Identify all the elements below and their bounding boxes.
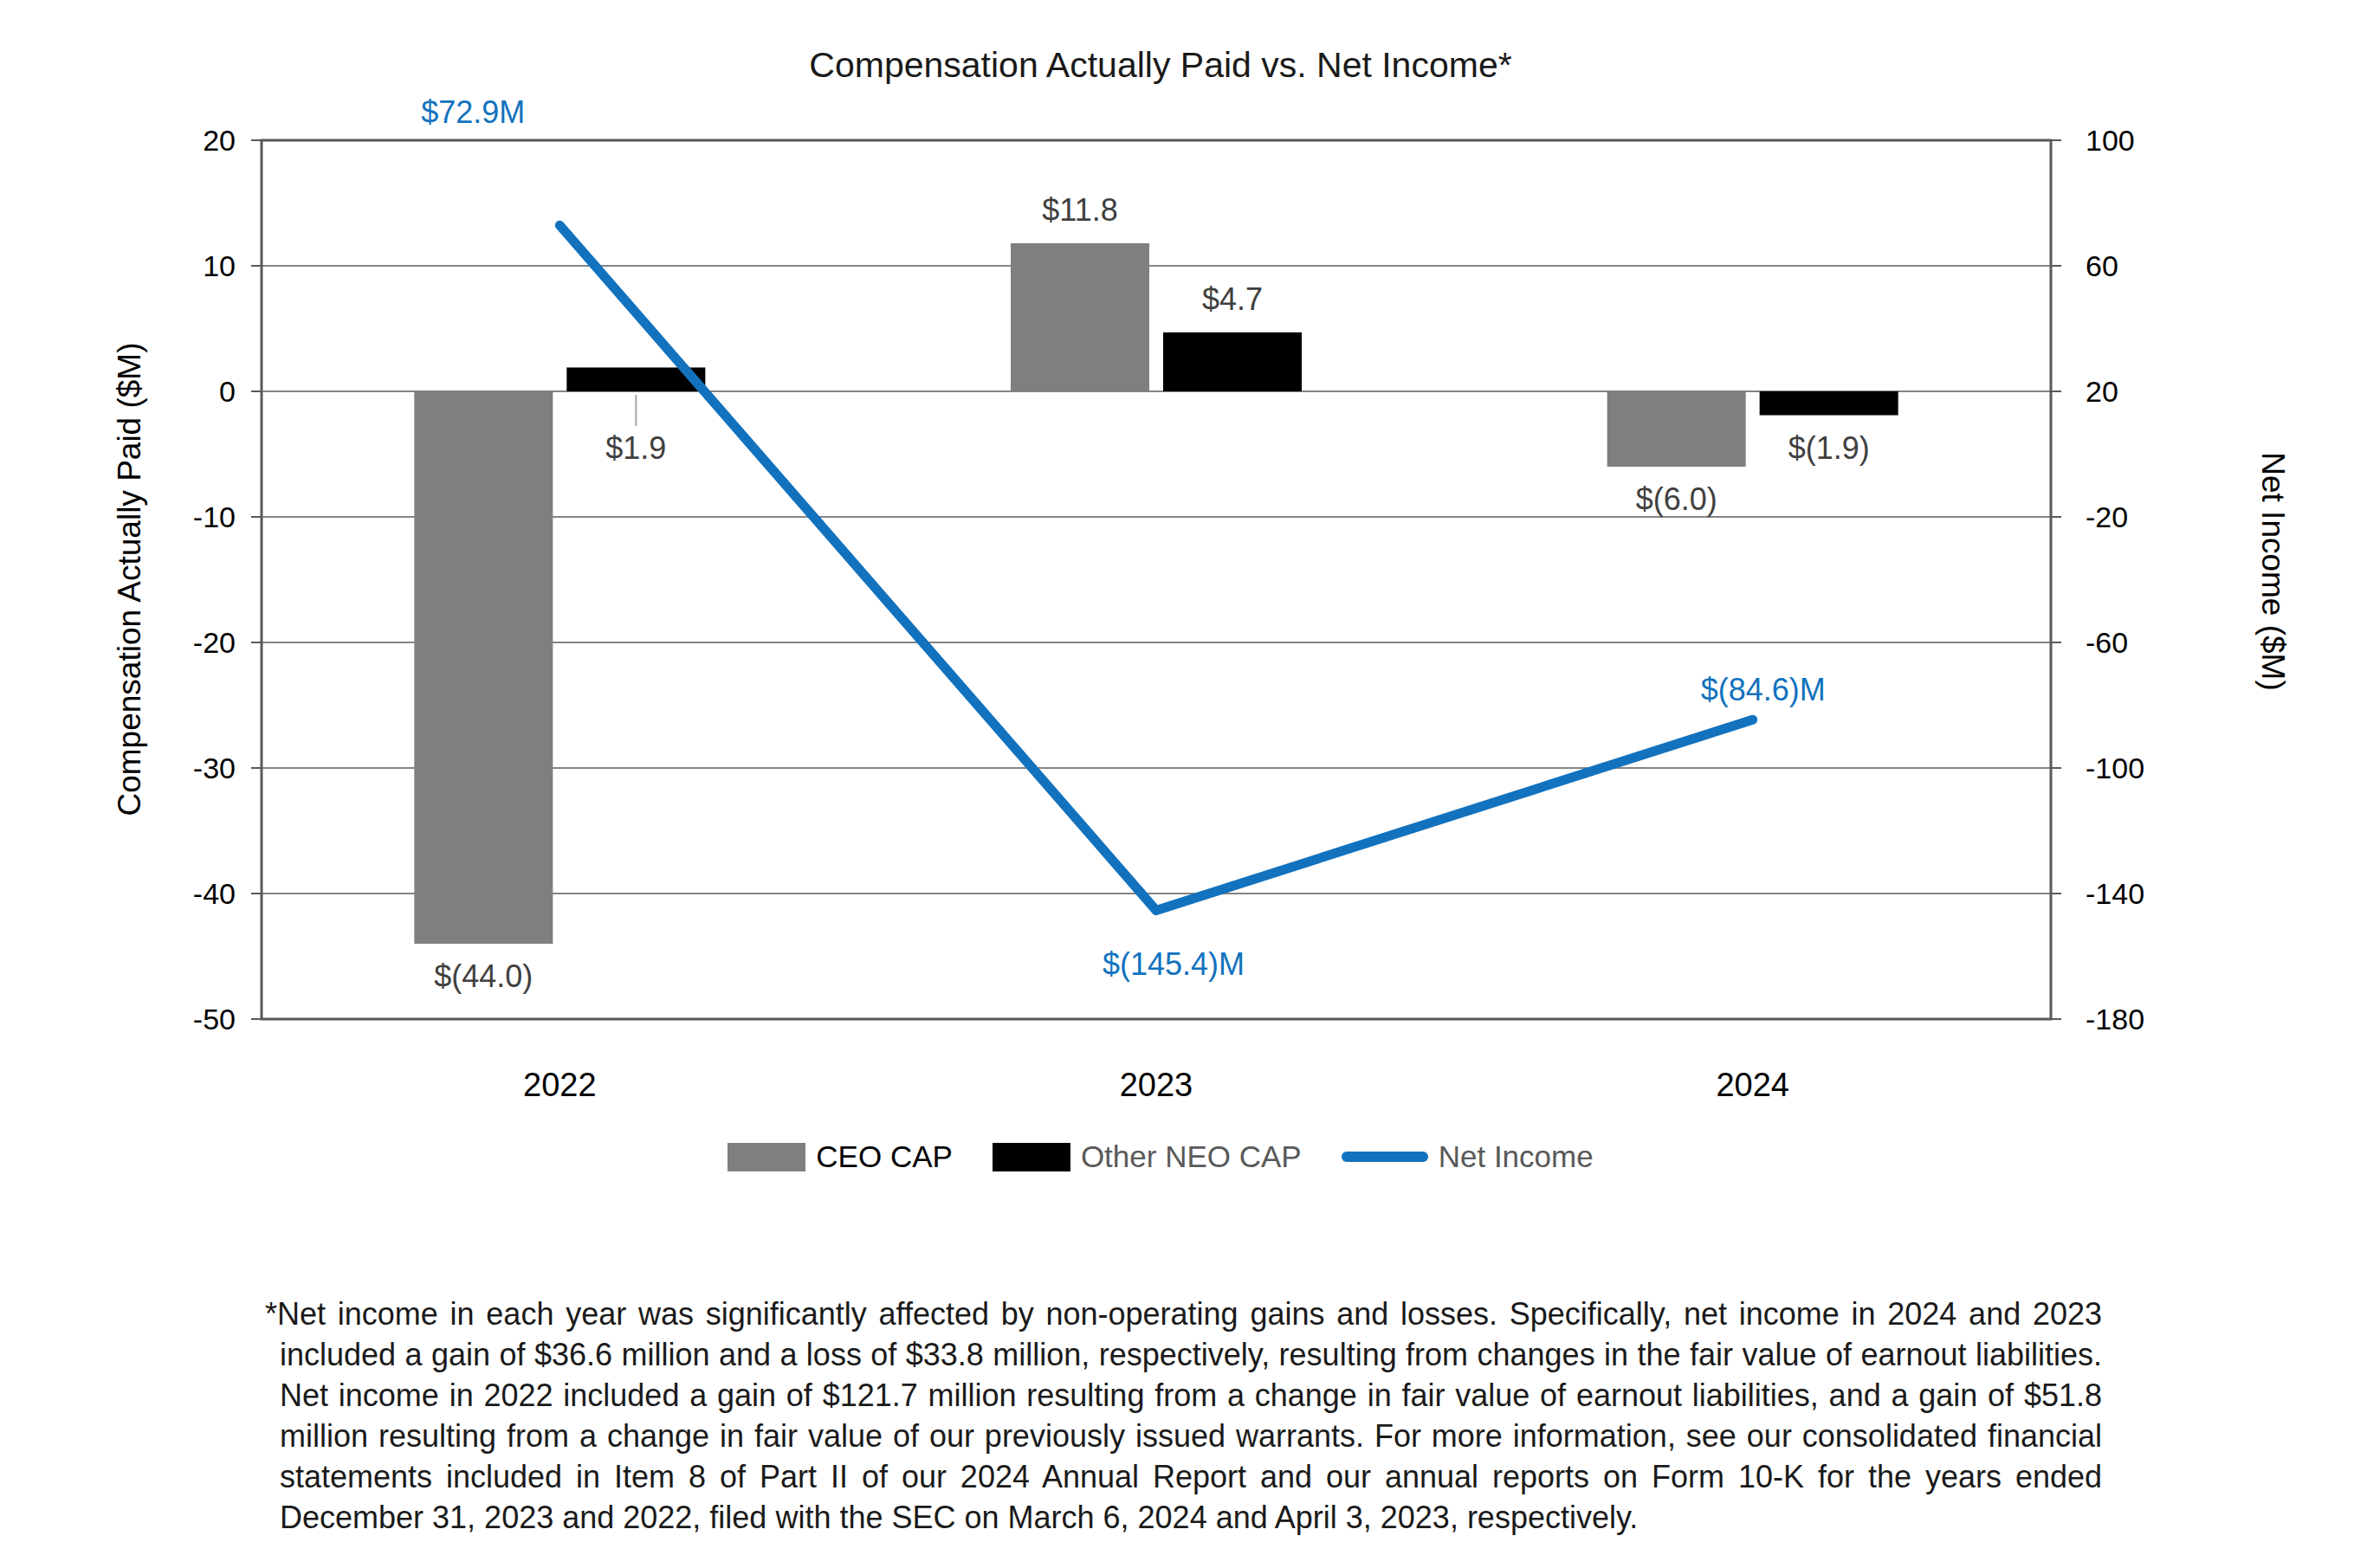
right-axis-tick-label: -100	[2086, 752, 2144, 784]
bar-data-label: $4.7	[1202, 281, 1263, 317]
line-data-label: $(84.6)M	[1701, 672, 1826, 707]
footnote-text: *Net income in each year was significant…	[265, 1294, 2102, 1538]
legend-label: Net Income	[1439, 1139, 1594, 1174]
x-axis-label-2024: 2024	[1716, 1067, 1789, 1103]
right-axis-tick-label: 60	[2086, 249, 2118, 282]
bar-data-label: $11.8	[1042, 192, 1117, 228]
right-axis-tick-label: -180	[2086, 1003, 2144, 1036]
chart-title: Compensation Actually Paid vs. Net Incom…	[0, 45, 2321, 86]
right-axis-tick-label: 100	[2086, 124, 2135, 157]
legend-item-net-income: Net Income	[1342, 1139, 1594, 1174]
legend: CEO CAP Other NEO CAP Net Income	[0, 1139, 2321, 1174]
line-data-label: $72.9M	[421, 94, 525, 130]
x-axis-label-2023: 2023	[1120, 1067, 1193, 1103]
left-axis-title: Compensation Actually Paid ($M)	[112, 342, 148, 816]
left-axis-tick-label: -40	[193, 877, 236, 910]
chart-plot: 20100-10-20-30-40-501006020-20-60-100-14…	[0, 0, 2367, 1126]
line-data-label: $(145.4)M	[1103, 946, 1245, 982]
right-axis-tick-label: -20	[2086, 500, 2128, 533]
left-axis-tick-label: -10	[193, 500, 236, 533]
x-axis-label-2022: 2022	[523, 1067, 597, 1103]
right-axis-tick-label: -60	[2086, 626, 2128, 659]
legend-label: Other NEO CAP	[1081, 1139, 1302, 1174]
net-income-line	[559, 225, 1752, 910]
bar-ceo-cap-2023	[1011, 243, 1149, 391]
left-axis-tick-label: -20	[193, 626, 236, 659]
legend-bar-swatch	[993, 1143, 1070, 1171]
legend-item-other-neo-cap: Other NEO CAP	[993, 1139, 1302, 1174]
bar-data-label: $1.9	[605, 430, 666, 466]
right-axis-tick-label: -140	[2086, 877, 2144, 910]
legend-bar-swatch	[728, 1143, 805, 1171]
bar-data-label: $(44.0)	[434, 958, 533, 994]
left-axis-tick-label: 10	[203, 249, 236, 282]
legend-label: CEO CAP	[816, 1139, 953, 1174]
left-axis-tick-label: 20	[203, 124, 236, 157]
left-axis-tick-label: -50	[193, 1003, 236, 1036]
left-axis-tick-label: -30	[193, 752, 236, 784]
bar-data-label: $(1.9)	[1788, 430, 1870, 466]
right-axis-tick-label: 20	[2086, 375, 2118, 408]
bar-data-label: $(6.0)	[1636, 481, 1717, 517]
legend-item-ceo-cap: CEO CAP	[728, 1139, 953, 1174]
bar-other-neo-cap-2023	[1163, 332, 1302, 391]
bar-ceo-cap-2024	[1607, 391, 1746, 467]
bar-ceo-cap-2022	[414, 391, 553, 944]
left-axis-tick-label: 0	[219, 375, 236, 408]
page: 20100-10-20-30-40-501006020-20-60-100-14…	[0, 0, 2367, 1568]
bar-other-neo-cap-2024	[1760, 391, 1898, 416]
right-axis-title: Net Income ($M)	[2254, 452, 2291, 691]
legend-line-swatch	[1342, 1152, 1428, 1162]
